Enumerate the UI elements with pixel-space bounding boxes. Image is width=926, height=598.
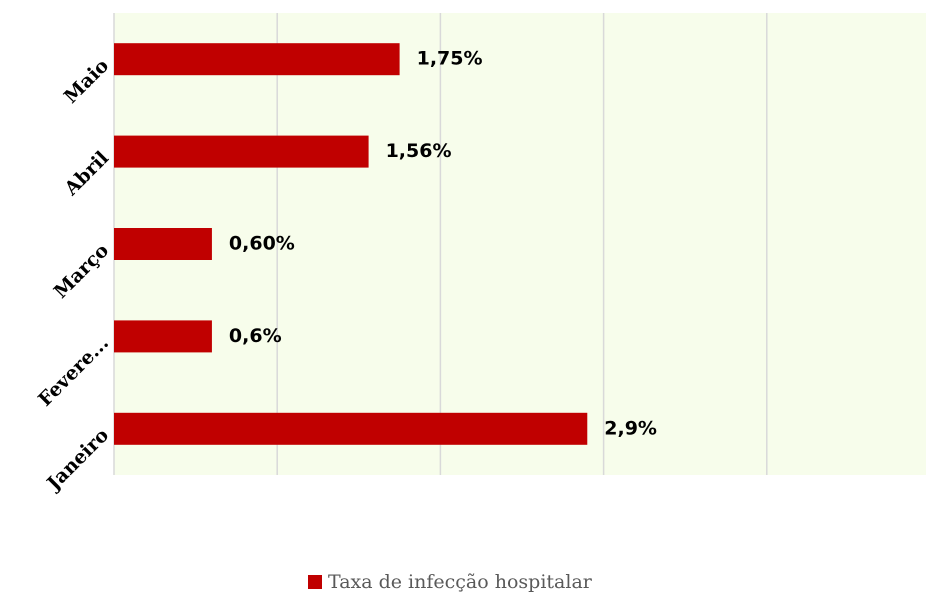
bar [114, 43, 400, 76]
bar [114, 412, 588, 445]
plot-area [114, 13, 926, 475]
bar [114, 320, 212, 353]
data-label: 2,9% [604, 417, 657, 439]
data-label: 1,75% [417, 48, 483, 70]
bar [114, 135, 369, 168]
bar [114, 228, 212, 260]
y-tick-label: Maio [60, 55, 113, 108]
data-label: 0,6% [229, 325, 282, 347]
y-tick-label: Março [50, 240, 113, 303]
y-tick-label: Fevere... [34, 332, 113, 411]
legend-swatch [308, 575, 322, 589]
data-label: 0,60% [229, 233, 295, 255]
legend-label: Taxa de infecção hospitalar [328, 571, 593, 593]
data-label: 1,56% [386, 140, 452, 162]
y-tick-label: Abril [60, 147, 113, 200]
y-tick-label: Janeiro [42, 424, 113, 495]
